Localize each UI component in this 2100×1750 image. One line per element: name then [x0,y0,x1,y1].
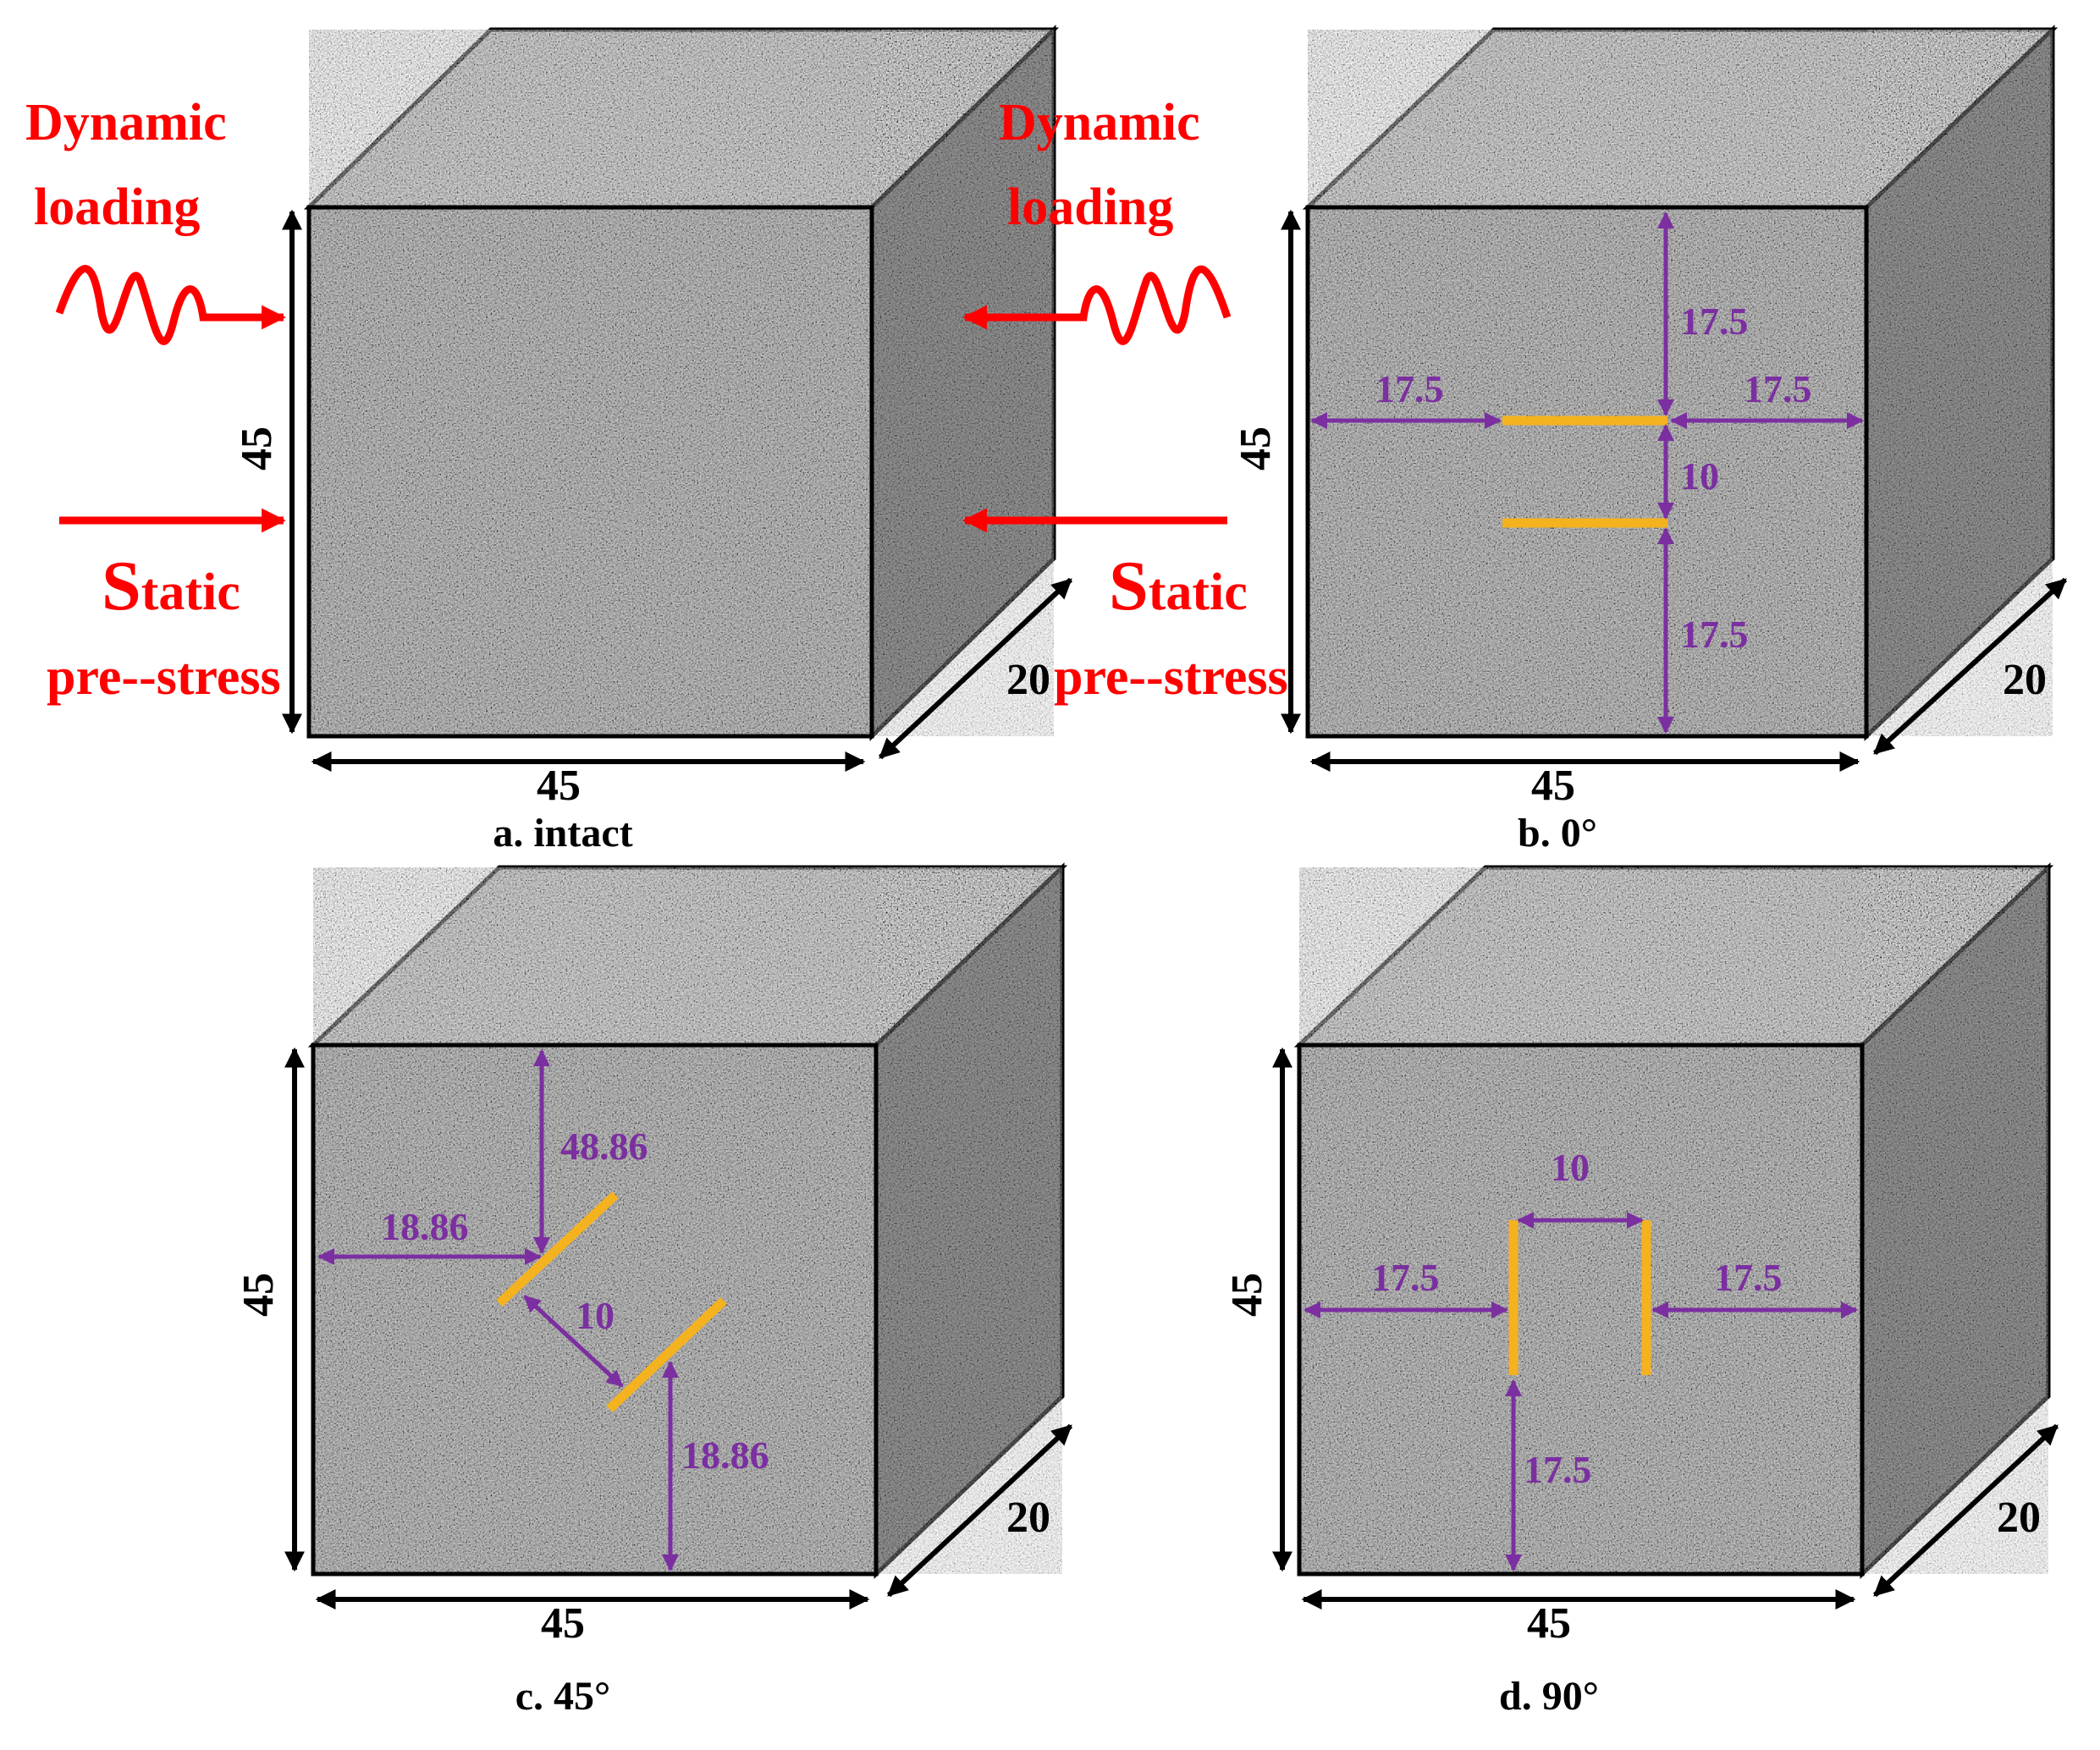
dynamic-loading-label-right-line2: loading [1007,179,1173,236]
flaw-spacing-label: 10 [576,1294,615,1337]
dynamic-loading-wave-left [55,265,286,345]
depth-label: 20 [1997,1494,2041,1542]
top-distance-label: 17.5 [1680,300,1749,343]
height-label: 45 [1232,426,1280,471]
dynamic-loading-label-left-line1: Dynamic [25,94,227,151]
depth-label: 20 [1006,1494,1050,1542]
bottom-distance-label: 18.86 [681,1434,769,1477]
specimen-cube [1293,862,2054,1579]
panel-a-intact: 45 45 20 Dynamic loading Dynamic loading… [25,25,1288,856]
panel-caption: d. 90° [1499,1674,1599,1719]
height-label: 45 [234,1273,283,1317]
dynamic-loading-label-right-line1: Dynamic [999,94,1200,151]
specimen-cube [1302,25,2059,741]
panel-caption: a. intact [493,811,632,856]
depth-dimension-arrow [878,577,1073,760]
flaw-spacing-label: 10 [1551,1146,1590,1189]
depth-dimension-arrow [1872,1423,2059,1598]
right-distance-label: 17.5 [1714,1256,1783,1299]
flaw-spacing-arrow [523,1295,624,1388]
left-distance-label: 17.5 [1375,367,1444,410]
panel-d-90-degree: 45 45 20 10 17.5 17.5 17.5 d. 90° [1223,862,2059,1719]
width-label: 45 [1527,1599,1571,1648]
height-label: 45 [1223,1273,1271,1317]
dynamic-loading-wave-right [962,265,1232,345]
width-label: 45 [537,762,581,810]
width-label: 45 [541,1599,585,1648]
panel-b-0-degree: 45 45 20 17.5 17.5 17.5 10 17.5 b. 0° [1232,25,2068,856]
bottom-distance-label: 17.5 [1524,1448,1592,1491]
panel-caption: c. 45° [515,1674,611,1719]
bottom-distance-label: 17.5 [1680,613,1749,656]
static-pre-stress-label-left-line2: pre--stress [47,648,281,706]
depth-dimension-arrow [1872,577,2068,756]
top-distance-label: 48.86 [560,1125,648,1168]
panel-c-45-degree: 45 45 20 48.86 18.86 10 18.86 c. 45° [234,862,1073,1719]
height-label: 45 [233,426,281,471]
left-distance-label: 18.86 [381,1205,469,1248]
specimen-cube [303,25,1060,741]
depth-label: 20 [2003,656,2047,704]
dynamic-loading-label-left-line2: loading [34,179,200,236]
flaw-upper [496,1191,619,1307]
width-label: 45 [1531,762,1575,810]
depth-label: 20 [1006,656,1050,704]
flaw-spacing-label: 10 [1680,454,1719,498]
static-pre-stress-label-right-line2: pre--stress [1054,648,1288,706]
flaw-lower [606,1297,727,1412]
depth-dimension-arrow [886,1423,1073,1598]
left-distance-label: 17.5 [1371,1256,1440,1299]
static-pre-stress-label-right-line1: Static [1109,547,1248,625]
static-pre-stress-label-left-line1: Static [102,547,240,625]
panel-caption: b. 0° [1518,811,1597,856]
right-distance-label: 17.5 [1744,367,1812,410]
